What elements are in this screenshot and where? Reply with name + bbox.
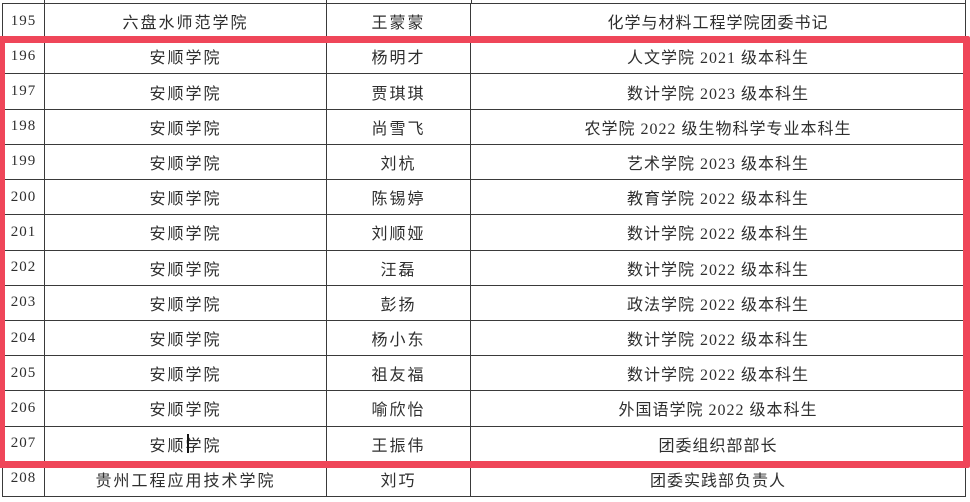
column-border-stub — [965, 0, 966, 3]
cell-row-number: 206 — [3, 391, 45, 427]
cell-position: 艺术学院 2023 级本科生 — [471, 144, 966, 181]
cell-school: 安顺学院 — [45, 250, 327, 286]
cell-row-number: 201 — [3, 215, 45, 251]
cell-row-number: 196 — [3, 39, 45, 75]
cell-school: 贵州工程应用技术学院 — [45, 461, 327, 497]
cell-position: 外国语学院 2022 级本科生 — [471, 391, 966, 427]
cell-row-number: 205 — [3, 356, 45, 392]
cell-school: 安顺学院 — [45, 215, 327, 251]
cell-person-name: 杨明才 — [327, 39, 471, 75]
text-cursor — [187, 434, 189, 453]
cell-person-name: 刘巧 — [327, 461, 471, 497]
cell-position: 团委实践部负责人 — [471, 461, 966, 497]
cell-position: 化学与材料工程学院团委书记 — [471, 4, 966, 40]
cell-school: 安顺学院 — [45, 180, 327, 216]
cell-row-number: 200 — [3, 180, 45, 216]
cell-person-name: 刘杭 — [327, 144, 471, 181]
cell-person-name: 彭扬 — [327, 285, 471, 321]
column-border-stub — [471, 0, 472, 3]
cell-school: 安顺学院 — [45, 144, 327, 181]
cell-person-name: 杨小东 — [327, 320, 471, 357]
cell-row-number: 207 — [3, 426, 45, 462]
cell-person-name: 王振伟 — [327, 426, 471, 462]
cell-position: 数计学院 2022 级本科生 — [471, 250, 966, 286]
cell-position: 政法学院 2022 级本科生 — [471, 285, 966, 321]
cell-row-number: 208 — [3, 461, 45, 497]
cell-school: 安顺学院 — [45, 356, 327, 392]
cell-school: 安顺学院 — [45, 39, 327, 75]
cell-person-name: 王蒙蒙 — [327, 4, 471, 40]
cell-row-number: 202 — [3, 250, 45, 286]
cell-position: 教育学院 2022 级本科生 — [471, 180, 966, 216]
cell-person-name: 汪磊 — [327, 250, 471, 286]
roster-table: 195 六盘水师范学院 王蒙蒙 化学与材料工程学院团委书记 196 安顺学院 杨… — [2, 3, 966, 497]
cell-school: 安顺学院 — [45, 74, 327, 110]
cell-position: 数计学院 2023 级本科生 — [471, 74, 966, 110]
cell-position: 农学院 2022 级生物科学专业本科生 — [471, 109, 966, 145]
cell-person-name: 贾琪琪 — [327, 74, 471, 110]
cell-person-name: 喻欣怡 — [327, 391, 471, 427]
cell-person-name: 尚雪飞 — [327, 109, 471, 145]
cell-position: 团委组织部部长 — [471, 426, 966, 462]
cell-person-name: 祖友福 — [327, 356, 471, 392]
cell-position: 数计学院 2022 级本科生 — [471, 215, 966, 251]
cell-row-number: 198 — [3, 109, 45, 145]
cell-school: 安顺学院 — [45, 391, 327, 427]
cell-row-number: 204 — [3, 320, 45, 357]
column-border-stub — [44, 0, 45, 3]
cell-person-name: 刘顺娅 — [327, 215, 471, 251]
cell-row-number: 199 — [3, 144, 45, 181]
cell-person-name: 陈锡婷 — [327, 180, 471, 216]
cell-school: 六盘水师范学院 — [45, 4, 327, 40]
cell-row-number: 203 — [3, 285, 45, 321]
cell-school: 安顺学院 — [45, 109, 327, 145]
cell-position: 数计学院 2022 级本科生 — [471, 356, 966, 392]
cell-school: 安顺学院 — [45, 320, 327, 357]
cell-row-number: 195 — [3, 4, 45, 40]
cell-school: 安顺学院 — [45, 285, 327, 321]
cell-position: 数计学院 2022 级本科生 — [471, 320, 966, 357]
cell-school-with-cursor[interactable]: 安顺学院 — [45, 426, 327, 462]
cell-position: 人文学院 2021 级本科生 — [471, 39, 966, 75]
column-border-stub — [326, 0, 327, 3]
cell-row-number: 197 — [3, 74, 45, 110]
